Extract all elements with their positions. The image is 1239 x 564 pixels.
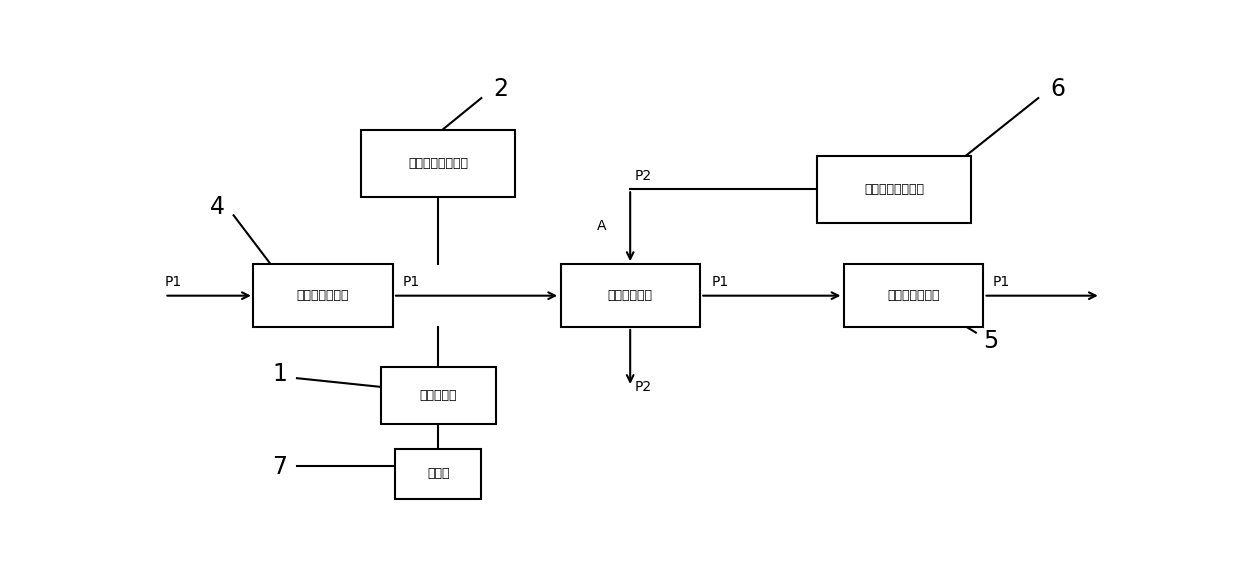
Bar xyxy=(844,264,983,327)
Bar xyxy=(395,449,481,499)
Text: A: A xyxy=(597,219,606,233)
Text: 第一压力检测模块: 第一压力检测模块 xyxy=(408,157,468,170)
Bar xyxy=(253,264,393,327)
Text: 阳极尾排控制阀: 阳极尾排控制阀 xyxy=(887,289,939,302)
Text: 2: 2 xyxy=(493,77,508,102)
Bar xyxy=(560,264,700,327)
Text: 7: 7 xyxy=(273,455,287,479)
Text: 燃料电池电堆: 燃料电池电堆 xyxy=(607,289,653,302)
Bar xyxy=(818,156,971,223)
Text: 泄压阀: 泄压阀 xyxy=(427,467,450,480)
Text: P2: P2 xyxy=(636,380,652,394)
Text: 阳极进气控制阀: 阳极进气控制阀 xyxy=(296,289,349,302)
Text: P1: P1 xyxy=(403,275,420,289)
Text: 4: 4 xyxy=(209,195,224,219)
Text: P1: P1 xyxy=(992,275,1010,289)
Text: P2: P2 xyxy=(636,169,652,183)
Text: 5: 5 xyxy=(983,329,997,353)
Text: 第一电磁阀: 第一电磁阀 xyxy=(419,389,457,402)
Bar xyxy=(380,367,496,424)
Text: 6: 6 xyxy=(1049,77,1066,102)
Text: P1: P1 xyxy=(165,275,182,289)
Text: 第二压力检测模块: 第二压力检测模块 xyxy=(865,183,924,196)
Text: 1: 1 xyxy=(273,362,287,386)
Text: P1: P1 xyxy=(711,275,729,289)
Bar xyxy=(362,130,515,197)
